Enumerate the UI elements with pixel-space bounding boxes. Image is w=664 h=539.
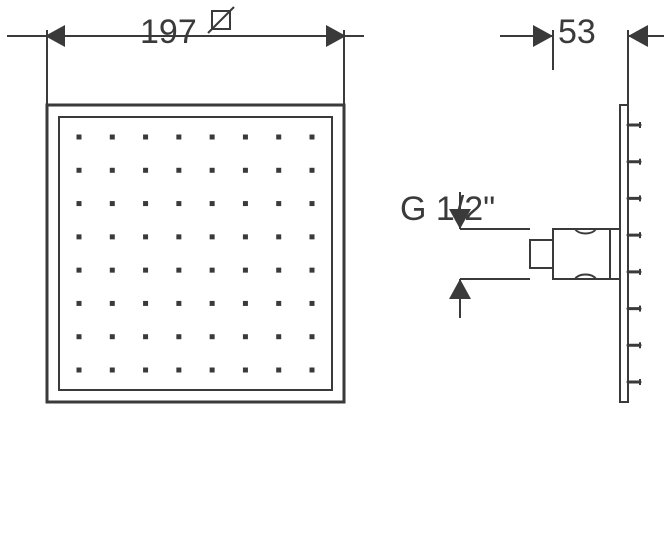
nozzle-dot <box>310 201 315 206</box>
front-view-outer <box>47 105 344 402</box>
nozzle-dot <box>176 334 181 339</box>
nozzle-dot <box>210 135 215 140</box>
nozzle-dot <box>110 368 115 373</box>
nozzle-dot <box>210 268 215 273</box>
side-view-plate <box>620 105 628 402</box>
front-view-inner <box>59 117 332 390</box>
nozzle-dot <box>77 168 82 173</box>
nozzle-dot <box>276 301 281 306</box>
nozzle-dot <box>176 168 181 173</box>
nozzle-dot <box>243 201 248 206</box>
nozzle-dot <box>143 268 148 273</box>
nozzle-dot <box>176 368 181 373</box>
nozzle-dot <box>77 334 82 339</box>
dim-label-197: 197 <box>140 13 197 52</box>
nozzle-dot <box>276 168 281 173</box>
nozzle-dot <box>176 135 181 140</box>
nozzle-dot <box>310 368 315 373</box>
nozzle-dot <box>110 135 115 140</box>
nozzle-dot <box>276 234 281 239</box>
nozzle-dot <box>176 301 181 306</box>
nozzle-dot <box>210 368 215 373</box>
nozzle-dot <box>143 301 148 306</box>
nozzle-dot <box>77 135 82 140</box>
nozzle-dot <box>143 234 148 239</box>
nozzle-dot <box>143 334 148 339</box>
dim-value-53: 53 <box>558 13 596 51</box>
nozzle-dot <box>210 301 215 306</box>
nozzle-dot <box>310 135 315 140</box>
nozzle-dot <box>243 268 248 273</box>
connector-body <box>553 229 610 279</box>
nozzle-dot <box>310 268 315 273</box>
nozzle-dot <box>210 201 215 206</box>
nozzle-dot <box>276 201 281 206</box>
nozzle-dot <box>143 168 148 173</box>
nozzle-dot <box>276 135 281 140</box>
nozzle-dot <box>110 201 115 206</box>
nozzle-dot <box>243 368 248 373</box>
nozzle-dot <box>276 334 281 339</box>
nozzle-dot <box>176 268 181 273</box>
nozzle-dot <box>210 334 215 339</box>
nozzle-dot <box>310 234 315 239</box>
nozzle-dot <box>110 268 115 273</box>
nozzle-dot <box>77 301 82 306</box>
nozzle-dot <box>176 201 181 206</box>
dim-label-g12: G 1/2" <box>400 190 495 229</box>
connector-waist <box>575 229 596 279</box>
nozzle-dot <box>77 234 82 239</box>
nozzle-dot <box>77 268 82 273</box>
connector-flange <box>610 229 620 279</box>
nozzle-dot <box>310 168 315 173</box>
nozzle-dot <box>110 168 115 173</box>
technical-drawing <box>0 0 664 539</box>
nozzle-dot <box>176 234 181 239</box>
dim-label-53: 53 <box>558 13 596 52</box>
nozzle-dot <box>210 234 215 239</box>
nozzle-dot <box>243 135 248 140</box>
dim-value-197: 197 <box>140 13 197 51</box>
nozzle-dot <box>77 368 82 373</box>
square-dim-symbol <box>208 7 234 33</box>
nozzle-dot <box>243 301 248 306</box>
nozzle-dot <box>310 334 315 339</box>
nozzle-dot <box>110 334 115 339</box>
nozzle-dot <box>143 135 148 140</box>
nozzle-dot <box>243 334 248 339</box>
connector-neck <box>530 240 553 268</box>
nozzle-dot <box>143 201 148 206</box>
nozzle-dot <box>143 368 148 373</box>
nozzle-dot <box>276 368 281 373</box>
nozzle-dot <box>77 201 82 206</box>
nozzle-dot <box>210 168 215 173</box>
nozzle-dot <box>276 268 281 273</box>
nozzle-dot <box>110 234 115 239</box>
nozzle-dot <box>243 234 248 239</box>
nozzle-dot <box>110 301 115 306</box>
dim-value-g12: G 1/2" <box>400 190 495 228</box>
nozzle-dot <box>243 168 248 173</box>
nozzle-dot <box>310 301 315 306</box>
